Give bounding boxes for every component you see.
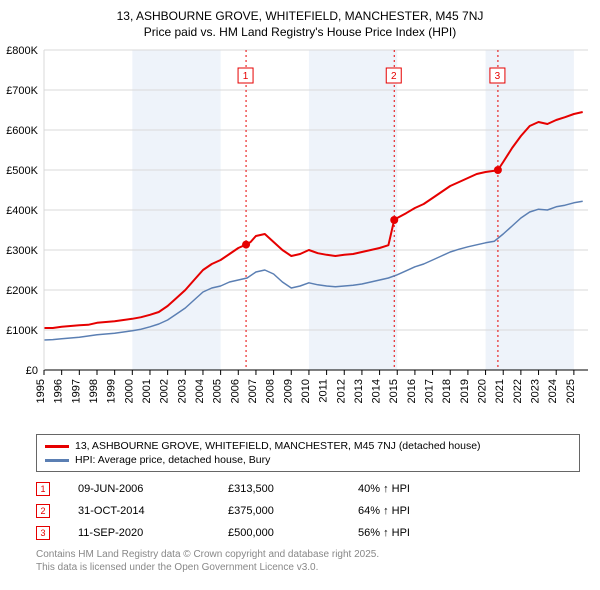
svg-text:2010: 2010 [300,379,312,403]
svg-text:1997: 1997 [70,379,82,403]
legend-swatch [45,445,69,448]
tx-price: £375,000 [228,505,358,517]
svg-text:£800K: £800K [6,45,38,57]
svg-text:2000: 2000 [123,379,135,403]
tx-marker: 1 [36,482,50,496]
legend-label: 13, ASHBOURNE GROVE, WHITEFIELD, MANCHES… [75,440,481,452]
chart-svg: £0 £100K £200K £300K £400K £500K £600K £700K £80… [0,40,600,430]
svg-text:1: 1 [243,71,249,82]
footer-line-2: This data is licensed under the Open Gov… [36,561,580,574]
tx-pct: 40% ↑ HPI [358,483,478,495]
svg-text:£500K: £500K [6,165,38,177]
title-line-1: 13, ASHBOURNE GROVE, WHITEFIELD, MANCHES… [0,8,600,24]
legend-row: HPI: Average price, detached house, Bury [45,453,571,467]
transaction-row: 2 31-OCT-2014£375,00064% ↑ HPI [36,500,580,522]
svg-text:2006: 2006 [229,379,241,403]
legend-row: 13, ASHBOURNE GROVE, WHITEFIELD, MANCHES… [45,439,571,453]
legend-label: HPI: Average price, detached house, Bury [75,454,270,466]
svg-text:2021: 2021 [494,379,506,403]
svg-text:2009: 2009 [282,379,294,403]
svg-text:£700K: £700K [6,85,38,97]
tx-price: £313,500 [228,483,358,495]
transaction-row: 1 09-JUN-2006£313,50040% ↑ HPI [36,478,580,500]
svg-text:2020: 2020 [477,379,489,403]
svg-text:2025: 2025 [565,379,577,403]
svg-text:2007: 2007 [247,379,259,403]
svg-text:2019: 2019 [459,379,471,403]
svg-text:1999: 1999 [106,379,118,403]
svg-text:2022: 2022 [512,379,524,403]
footer-line-1: Contains HM Land Registry data © Crown c… [36,548,580,561]
chart-title: 13, ASHBOURNE GROVE, WHITEFIELD, MANCHES… [0,0,600,40]
svg-text:£400K: £400K [6,205,38,217]
svg-text:2008: 2008 [265,379,277,403]
tx-date: 31-OCT-2014 [78,505,228,517]
svg-text:2001: 2001 [141,379,153,403]
legend-swatch [45,459,69,462]
svg-text:2017: 2017 [424,379,436,403]
tx-date: 11-SEP-2020 [78,527,228,539]
title-line-2: Price paid vs. HM Land Registry's House … [0,24,600,40]
svg-text:£600K: £600K [6,125,38,137]
svg-text:£300K: £300K [6,245,38,257]
tx-pct: 64% ↑ HPI [358,505,478,517]
svg-text:£200K: £200K [6,285,38,297]
tx-marker: 3 [36,526,50,540]
svg-text:2023: 2023 [530,379,542,403]
svg-text:£0: £0 [26,365,38,377]
footer-attribution: Contains HM Land Registry data © Crown c… [36,548,580,574]
svg-text:3: 3 [495,71,501,82]
svg-text:2013: 2013 [353,379,365,403]
svg-text:1995: 1995 [35,379,47,403]
tx-price: £500,000 [228,527,358,539]
svg-text:2005: 2005 [212,379,224,403]
svg-text:2012: 2012 [335,379,347,403]
svg-text:1996: 1996 [53,379,65,403]
tx-date: 09-JUN-2006 [78,483,228,495]
svg-text:2014: 2014 [371,379,383,403]
svg-text:2002: 2002 [159,379,171,403]
svg-text:2: 2 [391,71,397,82]
tx-marker: 2 [36,504,50,518]
legend: 13, ASHBOURNE GROVE, WHITEFIELD, MANCHES… [36,434,580,472]
svg-text:2003: 2003 [176,379,188,403]
transaction-row: 3 11-SEP-2020£500,00056% ↑ HPI [36,522,580,544]
tx-pct: 56% ↑ HPI [358,527,478,539]
svg-text:2011: 2011 [318,379,330,403]
svg-text:£100K: £100K [6,325,38,337]
svg-text:2016: 2016 [406,379,418,403]
svg-text:2018: 2018 [441,379,453,403]
svg-text:2004: 2004 [194,379,206,403]
svg-text:2024: 2024 [547,379,559,403]
transactions-table: 1 09-JUN-2006£313,50040% ↑ HPI 2 31-OCT-201… [36,478,580,544]
svg-text:2015: 2015 [388,379,400,403]
chart-area: £0 £100K £200K £300K £400K £500K £600K £700K £80… [0,40,600,430]
svg-text:1998: 1998 [88,379,100,403]
